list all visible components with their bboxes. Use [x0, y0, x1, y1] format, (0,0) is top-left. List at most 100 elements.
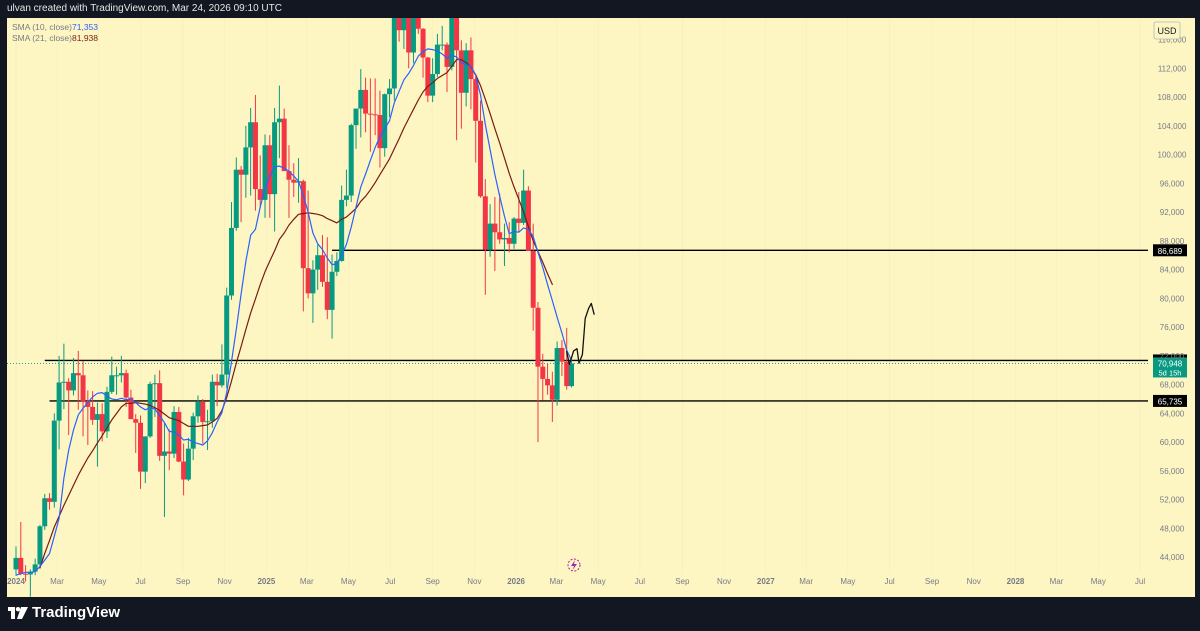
candle-body	[545, 378, 551, 386]
time-tick-label: Jul	[135, 577, 145, 586]
price-tick-label: 56,000	[1160, 467, 1185, 476]
time-tick-label: Nov	[467, 577, 481, 586]
time-tick-label: May	[591, 577, 606, 586]
candle-body	[310, 269, 316, 294]
candle-body	[56, 382, 62, 421]
candle-body	[540, 366, 546, 379]
candle-body	[410, 18, 416, 53]
candle-body	[214, 381, 220, 386]
trend-drawing[interactable]	[566, 302, 595, 366]
candle-body	[281, 118, 287, 172]
price-tick-label: 48,000	[1160, 524, 1185, 533]
time-tick-label: May	[1091, 577, 1106, 586]
candle-body	[243, 147, 249, 175]
level-price-tag	[1153, 394, 1187, 407]
last-price-countdown: 5d 15h	[1159, 368, 1182, 377]
candle-body	[142, 436, 148, 472]
candle-body	[123, 373, 129, 398]
candle-body	[18, 557, 24, 574]
level-price-label: 86,689	[1158, 247, 1183, 256]
candle-body	[75, 373, 81, 376]
candle-body	[248, 122, 254, 148]
candle-body	[47, 498, 53, 502]
moving-averages	[15, 48, 573, 576]
candle-body	[94, 414, 100, 420]
price-tick-label: 108,000	[1158, 93, 1187, 102]
candle-body	[138, 422, 144, 472]
time-tick-label: Sep	[426, 577, 441, 586]
candle-body	[37, 526, 43, 565]
time-tick-label: May	[840, 577, 855, 586]
candle-body	[291, 179, 297, 183]
candle-body	[233, 169, 239, 228]
time-tick-label: 2025	[257, 577, 275, 586]
candle-body	[420, 28, 426, 58]
time-tick-label: Nov	[717, 577, 731, 586]
price-tick-label: 104,000	[1158, 122, 1187, 131]
legend-sma10-value: 71,353	[72, 22, 98, 32]
time-axis[interactable]: 2024 Mar May Jul Sep Nov 2025 Mar May Jul Sep Nov 20…	[7, 577, 1145, 586]
price-axis[interactable]: 44,000 48,000 52,000 56,000 60,000 64,000 68,0…	[1158, 36, 1187, 563]
level-price-label: 65,735	[1158, 397, 1183, 406]
candle-body	[430, 74, 436, 96]
candle-body	[463, 50, 469, 93]
candle-body	[506, 237, 512, 244]
candle-body	[569, 363, 575, 387]
indicator-legend: SMA (10, close) 71,353 SMA (21, close) 8…	[12, 22, 98, 43]
candle-body	[367, 113, 373, 115]
candle-body	[276, 118, 282, 123]
events-icon[interactable]	[567, 558, 581, 572]
candle-body	[161, 451, 167, 456]
chart-background	[7, 18, 1195, 597]
tradingview-logo-icon	[8, 607, 28, 619]
candle-body	[181, 461, 187, 480]
candle-body	[391, 18, 397, 89]
time-tick-label: Jul	[635, 577, 645, 586]
currency-button-frame	[1153, 21, 1181, 40]
x-grid	[15, 18, 1141, 573]
candle-body	[166, 451, 172, 454]
candle-body	[118, 373, 124, 376]
candle-body	[238, 169, 244, 175]
currency-button[interactable]: USD	[1153, 21, 1181, 40]
candle-body	[252, 122, 258, 190]
candle-body	[200, 401, 206, 423]
candle-body	[549, 385, 555, 400]
candle-body	[358, 89, 364, 109]
candle-body	[516, 218, 522, 223]
price-tick-label: 44,000	[1160, 553, 1185, 562]
projection-drawing	[566, 302, 595, 366]
candle-body	[487, 223, 493, 250]
price-tick-label: 76,000	[1160, 323, 1185, 332]
time-tick-label: Sep	[675, 577, 690, 586]
price-tick-label: 96,000	[1160, 179, 1185, 188]
candle-body	[224, 295, 230, 375]
candle-body	[219, 374, 225, 386]
candle-body	[257, 189, 263, 200]
candle-body	[305, 268, 311, 294]
legend-sma21-label: SMA (21, close)	[12, 33, 72, 43]
candle-body	[128, 397, 134, 420]
time-tick-label: 2026	[507, 577, 525, 586]
price-tick-label: 68,000	[1160, 381, 1185, 390]
candle-body	[497, 232, 503, 240]
candle-body	[530, 250, 536, 308]
price-tick-label: 60,000	[1160, 438, 1185, 447]
candle-body	[449, 18, 455, 67]
time-tick-label: Sep	[176, 577, 191, 586]
time-tick-label: Mar	[300, 577, 314, 586]
candle-body	[415, 18, 421, 29]
candle-body	[554, 347, 560, 400]
candle-body	[267, 145, 273, 195]
time-tick-label: Mar	[1050, 577, 1064, 586]
candle-body	[343, 195, 349, 200]
time-tick-label: Mar	[50, 577, 64, 586]
price-tick-label: 100,000	[1158, 151, 1187, 160]
time-tick-label: Mar	[550, 577, 564, 586]
candle-body	[104, 391, 110, 432]
candle-body	[334, 260, 340, 272]
candle-body	[286, 171, 292, 180]
candle-body	[176, 411, 182, 462]
